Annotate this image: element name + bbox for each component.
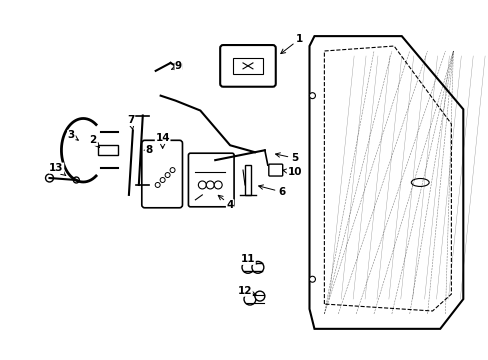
- FancyBboxPatch shape: [268, 164, 282, 176]
- Text: 2: 2: [89, 135, 99, 148]
- Text: 4: 4: [218, 195, 233, 210]
- FancyBboxPatch shape: [188, 153, 234, 207]
- Bar: [244, 165, 250, 195]
- Text: 3: 3: [67, 130, 78, 140]
- Text: 13: 13: [49, 163, 65, 176]
- PathPatch shape: [309, 36, 462, 329]
- Circle shape: [160, 177, 165, 183]
- Text: 11: 11: [240, 255, 256, 264]
- Circle shape: [214, 181, 222, 189]
- Circle shape: [73, 177, 79, 183]
- FancyBboxPatch shape: [220, 45, 275, 87]
- Bar: [98, 145, 118, 155]
- Text: 5: 5: [275, 153, 298, 163]
- Circle shape: [45, 174, 53, 182]
- Text: 8: 8: [144, 145, 152, 155]
- Text: 9: 9: [171, 61, 182, 71]
- Bar: [173, 63, 181, 69]
- Ellipse shape: [410, 179, 428, 186]
- Circle shape: [170, 168, 175, 172]
- Text: 6: 6: [258, 185, 285, 197]
- Text: 1: 1: [280, 34, 303, 54]
- Text: 10: 10: [282, 167, 301, 177]
- Circle shape: [165, 172, 170, 177]
- Circle shape: [155, 183, 160, 188]
- Circle shape: [244, 293, 255, 305]
- Circle shape: [309, 276, 315, 282]
- Text: 14: 14: [155, 133, 170, 148]
- Text: 12: 12: [237, 286, 255, 296]
- Circle shape: [251, 261, 264, 273]
- Circle shape: [242, 261, 253, 273]
- FancyBboxPatch shape: [142, 140, 182, 208]
- Circle shape: [309, 93, 315, 99]
- Text: 7: 7: [127, 116, 134, 129]
- Circle shape: [254, 291, 264, 301]
- Bar: [233, 58, 263, 74]
- Circle shape: [206, 181, 214, 189]
- Circle shape: [198, 181, 206, 189]
